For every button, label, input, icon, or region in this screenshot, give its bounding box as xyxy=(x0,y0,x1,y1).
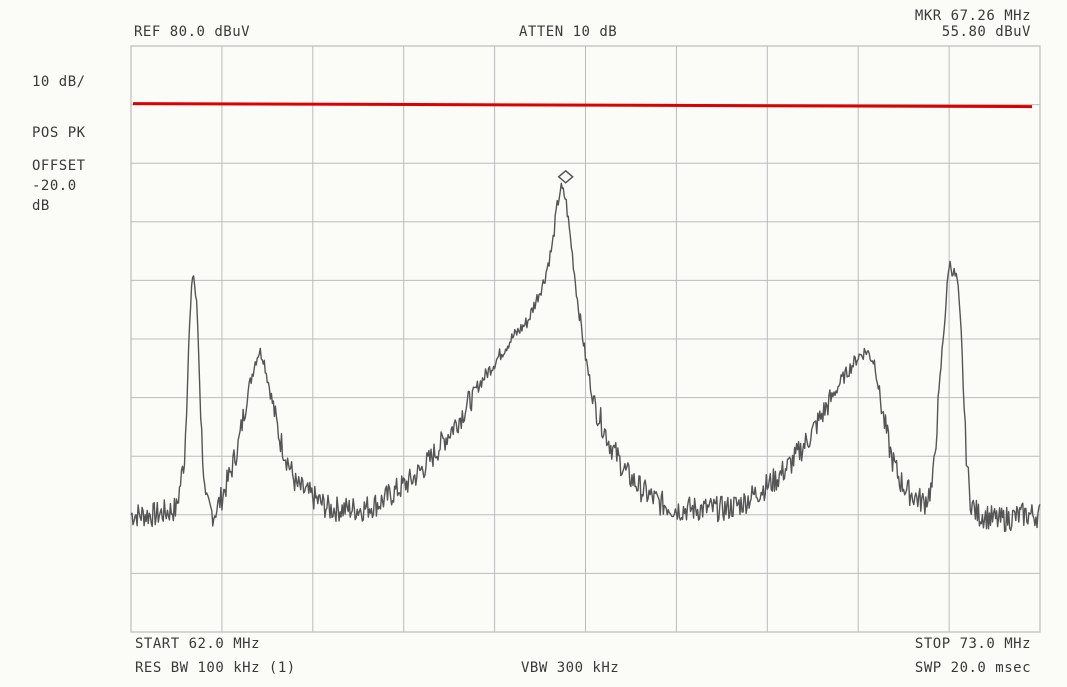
offset-value: -20.0 xyxy=(32,178,77,194)
resolution-bandwidth: RES BW 100 kHz (1) xyxy=(135,660,296,676)
scale-per-division: 10 dB/ xyxy=(32,74,86,90)
limit-line xyxy=(132,102,1033,109)
offset-unit: dB xyxy=(32,198,50,214)
reference-level: REF 80.0 dBuV xyxy=(134,24,251,40)
marker-frequency: MKR 67.26 MHz xyxy=(914,8,1031,24)
marker-level: 55.80 dBuV xyxy=(941,24,1031,40)
marker-group xyxy=(557,169,574,184)
limit-line-group xyxy=(132,102,1033,109)
start-frequency: START 62.0 MHz xyxy=(135,636,261,652)
offset-label: OFFSET xyxy=(32,158,86,174)
marker-diamond-icon xyxy=(557,169,574,184)
stop-frequency: STOP 73.0 MHz xyxy=(914,636,1031,652)
detector-mode: POS PK xyxy=(32,125,86,141)
trace-group xyxy=(130,182,1041,532)
attenuation: ATTEN 10 dB xyxy=(519,24,618,40)
graticule xyxy=(130,45,1041,633)
sweep-time: SWP 20.0 msec xyxy=(914,660,1031,676)
spectrum-trace xyxy=(130,182,1041,532)
video-bandwidth: VBW 300 kHz xyxy=(521,660,620,676)
